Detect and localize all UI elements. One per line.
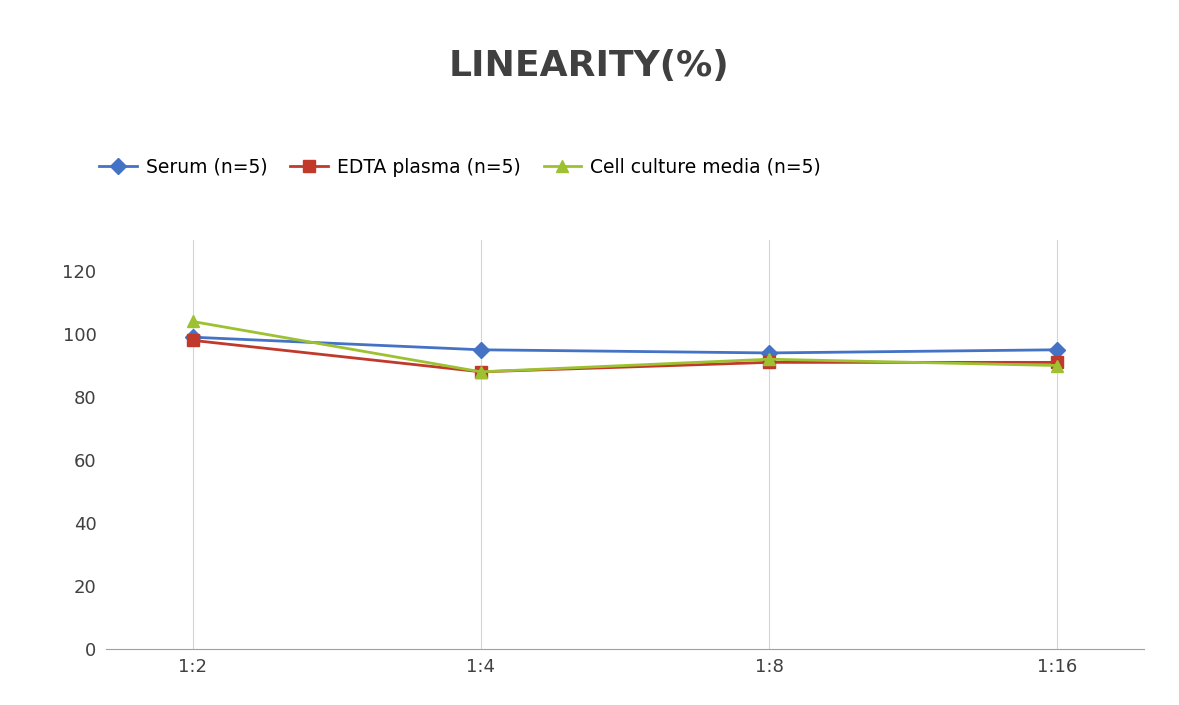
- Serum (n=5): [185, 333, 199, 341]
- Line: Cell culture media (n=5): Cell culture media (n=5): [187, 316, 1062, 377]
- EDTA plasma (n=5): [1050, 358, 1065, 367]
- Text: LINEARITY(%): LINEARITY(%): [449, 49, 730, 83]
- Serum (n=5): [474, 345, 488, 354]
- Cell culture media (n=5): [762, 355, 776, 364]
- Legend: Serum (n=5), EDTA plasma (n=5), Cell culture media (n=5): Serum (n=5), EDTA plasma (n=5), Cell cul…: [92, 150, 829, 185]
- EDTA plasma (n=5): [762, 358, 776, 367]
- EDTA plasma (n=5): [185, 336, 199, 345]
- EDTA plasma (n=5): [474, 367, 488, 376]
- Cell culture media (n=5): [1050, 361, 1065, 369]
- Cell culture media (n=5): [185, 317, 199, 326]
- Serum (n=5): [762, 349, 776, 357]
- Line: Serum (n=5): Serum (n=5): [187, 331, 1062, 358]
- Line: EDTA plasma (n=5): EDTA plasma (n=5): [187, 335, 1062, 377]
- Cell culture media (n=5): [474, 367, 488, 376]
- Serum (n=5): [1050, 345, 1065, 354]
